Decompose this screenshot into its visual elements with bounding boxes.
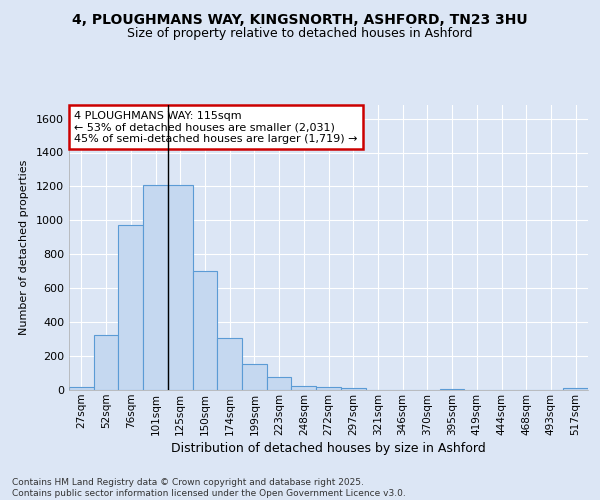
Bar xyxy=(193,271,217,390)
Bar xyxy=(94,335,118,390)
Bar xyxy=(316,388,341,390)
Bar xyxy=(217,338,242,390)
Text: Contains HM Land Registry data © Crown copyright and database right 2025.
Contai: Contains HM Land Registry data © Crown c… xyxy=(12,478,406,498)
Bar xyxy=(563,388,588,390)
Text: 4 PLOUGHMANS WAY: 115sqm
← 53% of detached houses are smaller (2,031)
45% of sem: 4 PLOUGHMANS WAY: 115sqm ← 53% of detach… xyxy=(74,110,358,144)
Bar xyxy=(292,386,316,390)
Bar xyxy=(242,364,267,390)
Text: Size of property relative to detached houses in Ashford: Size of property relative to detached ho… xyxy=(127,28,473,40)
Bar xyxy=(341,388,365,390)
Bar xyxy=(69,386,94,390)
Bar xyxy=(267,378,292,390)
Bar xyxy=(118,226,143,390)
X-axis label: Distribution of detached houses by size in Ashford: Distribution of detached houses by size … xyxy=(171,442,486,455)
Bar xyxy=(168,184,193,390)
Bar xyxy=(440,388,464,390)
Bar xyxy=(143,184,168,390)
Text: 4, PLOUGHMANS WAY, KINGSNORTH, ASHFORD, TN23 3HU: 4, PLOUGHMANS WAY, KINGSNORTH, ASHFORD, … xyxy=(72,12,528,26)
Y-axis label: Number of detached properties: Number of detached properties xyxy=(19,160,29,335)
